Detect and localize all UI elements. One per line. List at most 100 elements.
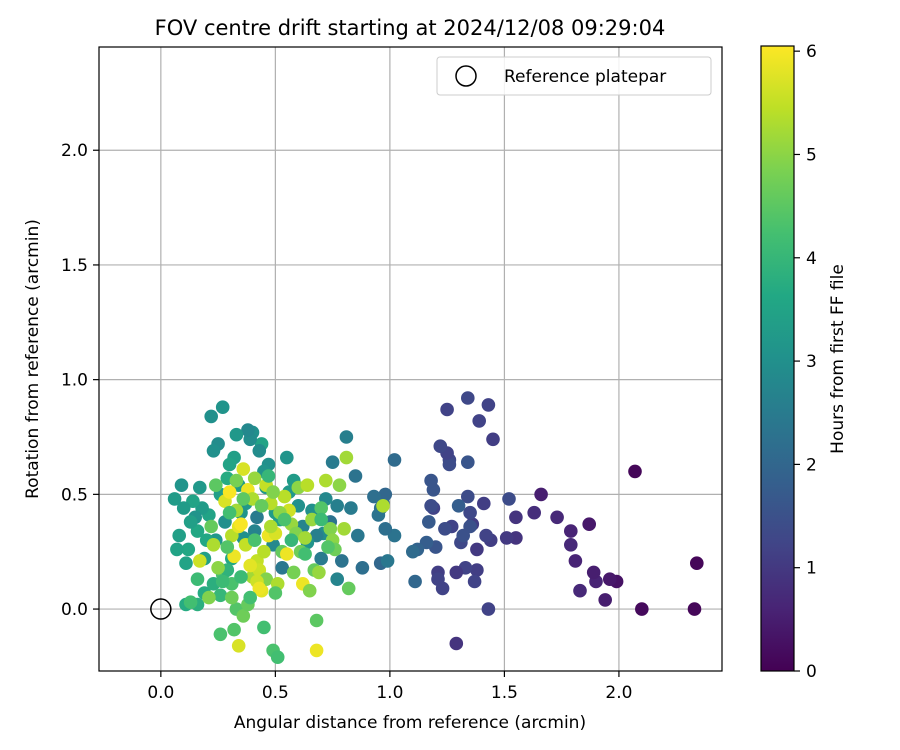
data-point: [222, 485, 237, 499]
data-point: [268, 586, 283, 600]
data-point: [339, 430, 354, 444]
data-point: [378, 487, 393, 502]
data-point: [337, 522, 351, 536]
colorbar-tick-label: 4: [806, 249, 817, 269]
data-point: [179, 556, 193, 570]
data-point: [431, 572, 445, 586]
data-point: [202, 590, 216, 605]
data-point: [449, 565, 464, 580]
data-point: [330, 572, 345, 586]
data-point: [181, 542, 196, 557]
data-point: [266, 485, 280, 499]
data-point: [257, 620, 271, 635]
data-point: [229, 473, 244, 488]
data-point: [183, 515, 198, 529]
data-point: [284, 533, 299, 547]
data-point: [527, 505, 541, 520]
data-point: [215, 574, 230, 589]
y-tick-label: 2.0: [61, 141, 88, 161]
data-point: [438, 522, 452, 536]
data-point: [222, 505, 237, 520]
data-point: [300, 478, 315, 493]
y-tick-label: 0.0: [61, 600, 88, 620]
data-point: [209, 478, 223, 493]
data-point: [227, 622, 241, 637]
data-point: [280, 450, 294, 465]
data-point: [172, 528, 186, 543]
data-point: [250, 510, 264, 525]
data-point: [433, 439, 448, 454]
data-point: [424, 499, 438, 513]
data-point: [325, 455, 340, 470]
y-axis-label: Rotation from reference (arcmin): [23, 219, 43, 499]
data-point: [247, 533, 262, 547]
data-point: [213, 627, 228, 642]
data-point: [486, 432, 500, 447]
data-point: [302, 583, 317, 598]
legend: Reference platepar: [436, 56, 712, 96]
data-point: [550, 510, 564, 525]
colorbar-tick-label: 6: [806, 42, 817, 62]
data-point: [254, 499, 269, 513]
colorbar-label: Hours from first FF file: [828, 264, 848, 454]
chart-title: FOV centre drift starting at 2024/12/08 …: [155, 16, 666, 40]
data-point: [378, 522, 393, 536]
data-points: [167, 391, 704, 664]
data-point: [236, 609, 251, 623]
data-point: [236, 492, 251, 506]
data-point: [183, 595, 198, 609]
data-point: [236, 462, 251, 476]
data-point: [509, 510, 523, 525]
data-point: [598, 593, 612, 607]
legend-marker-icon: [455, 65, 477, 87]
data-point: [167, 492, 182, 506]
data-point: [309, 643, 324, 658]
data-point: [176, 501, 191, 515]
legend-label: Reference platepar: [504, 67, 666, 87]
plot-frame: [98, 46, 723, 672]
legend-box: [436, 56, 712, 96]
data-point: [170, 542, 184, 557]
grid-lines: [99, 47, 722, 671]
data-point: [252, 581, 267, 596]
data-point: [309, 613, 324, 628]
data-point: [321, 540, 335, 554]
data-point: [422, 515, 436, 529]
data-point: [234, 570, 248, 584]
data-point: [213, 588, 228, 603]
data-point: [190, 572, 205, 586]
data-point: [335, 554, 349, 568]
data-point: [477, 496, 491, 511]
data-point: [247, 471, 262, 486]
data-point: [408, 574, 422, 589]
data-point: [387, 453, 402, 467]
data-point: [499, 531, 514, 545]
data-point: [461, 455, 475, 470]
data-point: [449, 636, 464, 651]
data-point: [298, 531, 312, 545]
data-point: [231, 639, 246, 653]
data-point: [687, 602, 702, 616]
data-point: [628, 464, 642, 479]
data-point: [534, 487, 548, 502]
data-point: [206, 444, 221, 458]
data-point: [211, 561, 225, 575]
data-point: [229, 427, 244, 442]
y-tick-label: 0.5: [61, 485, 88, 505]
data-point: [270, 650, 285, 664]
data-point: [330, 499, 345, 513]
x-tick-label: 2.0: [605, 683, 632, 703]
data-point: [451, 499, 466, 513]
data-point: [314, 512, 329, 527]
data-point: [193, 480, 207, 495]
data-point: [355, 561, 370, 575]
data-point: [564, 538, 578, 552]
colorbar-tick-label: 1: [806, 559, 817, 579]
data-point: [332, 478, 347, 493]
data-point: [564, 524, 578, 538]
data-point: [206, 538, 221, 552]
data-point: [257, 544, 271, 559]
colorbar-gradient: [760, 45, 795, 672]
